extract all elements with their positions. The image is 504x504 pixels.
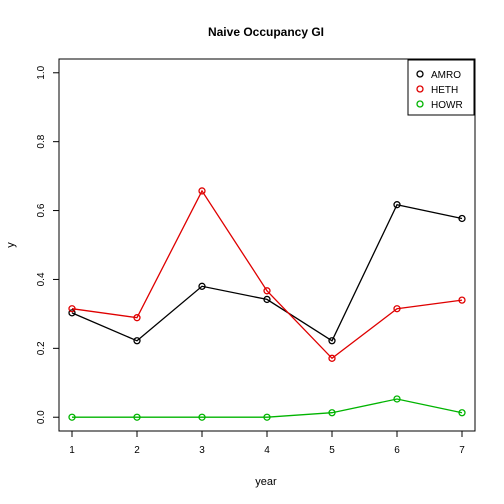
data-point-amro: [328, 337, 336, 345]
data-point-amro: [68, 309, 76, 317]
series-howr: [68, 395, 466, 421]
legend-marker-amro: [416, 70, 424, 78]
x-tick-label: 4: [264, 445, 270, 456]
x-tick-label: 7: [459, 445, 465, 456]
data-point-howr: [393, 395, 401, 403]
data-point-howr: [68, 413, 76, 421]
legend-marker-howr: [416, 100, 424, 108]
x-tick-label: 3: [199, 445, 205, 456]
data-point-heth: [68, 305, 76, 313]
data-point-heth: [198, 187, 206, 195]
data-point-amro: [198, 282, 206, 290]
x-tick-label: 2: [134, 445, 140, 456]
data-point-howr: [198, 413, 206, 421]
data-point-heth: [393, 305, 401, 313]
y-axis: 0.0 0.2 0.4 0.6 0.8 1.0: [36, 65, 59, 424]
y-axis-label: y: [5, 242, 17, 248]
legend-label-amro: AMRO: [431, 70, 461, 81]
x-axis-label: year: [255, 476, 277, 488]
data-point-amro: [263, 295, 271, 304]
series-layer: [68, 187, 466, 421]
series-heth: [68, 187, 466, 362]
legend-marker-heth: [416, 85, 424, 93]
x-tick-label: 6: [394, 445, 400, 456]
data-point-heth: [328, 354, 336, 362]
series-amro: [68, 201, 466, 345]
data-point-howr: [328, 409, 336, 417]
y-tick-label: 0.2: [36, 341, 47, 355]
series-line-heth: [71, 189, 463, 360]
legend: AMRO HETH HOWR: [407, 59, 475, 116]
series-line-amro: [71, 203, 463, 342]
x-tick-label: 1: [69, 445, 75, 456]
data-point-heth: [133, 314, 141, 322]
data-point-howr: [458, 409, 466, 417]
legend-label-heth: HETH: [431, 85, 458, 96]
y-tick-label: 0.0: [36, 410, 47, 424]
data-point-amro: [393, 201, 401, 209]
data-point-howr: [263, 413, 271, 421]
y-tick-label: 0.4: [36, 272, 47, 286]
legend-box: [407, 59, 475, 116]
data-point-amro: [458, 214, 466, 223]
y-tick-label: 0.8: [36, 134, 47, 148]
y-tick-label: 0.6: [36, 203, 47, 217]
x-tick-label: 5: [329, 445, 335, 456]
series-line-howr: [72, 398, 463, 418]
y-tick-label: 1.0: [36, 65, 47, 79]
data-point-heth: [458, 296, 466, 304]
x-axis: 1 2 3 4 5 6 7: [69, 431, 465, 456]
chart-title: Naive Occupancy GI: [208, 25, 324, 39]
legend-label-howr: HOWR: [431, 100, 463, 111]
data-point-howr: [133, 413, 141, 421]
data-point-heth: [263, 287, 271, 295]
data-point-amro: [133, 337, 141, 345]
